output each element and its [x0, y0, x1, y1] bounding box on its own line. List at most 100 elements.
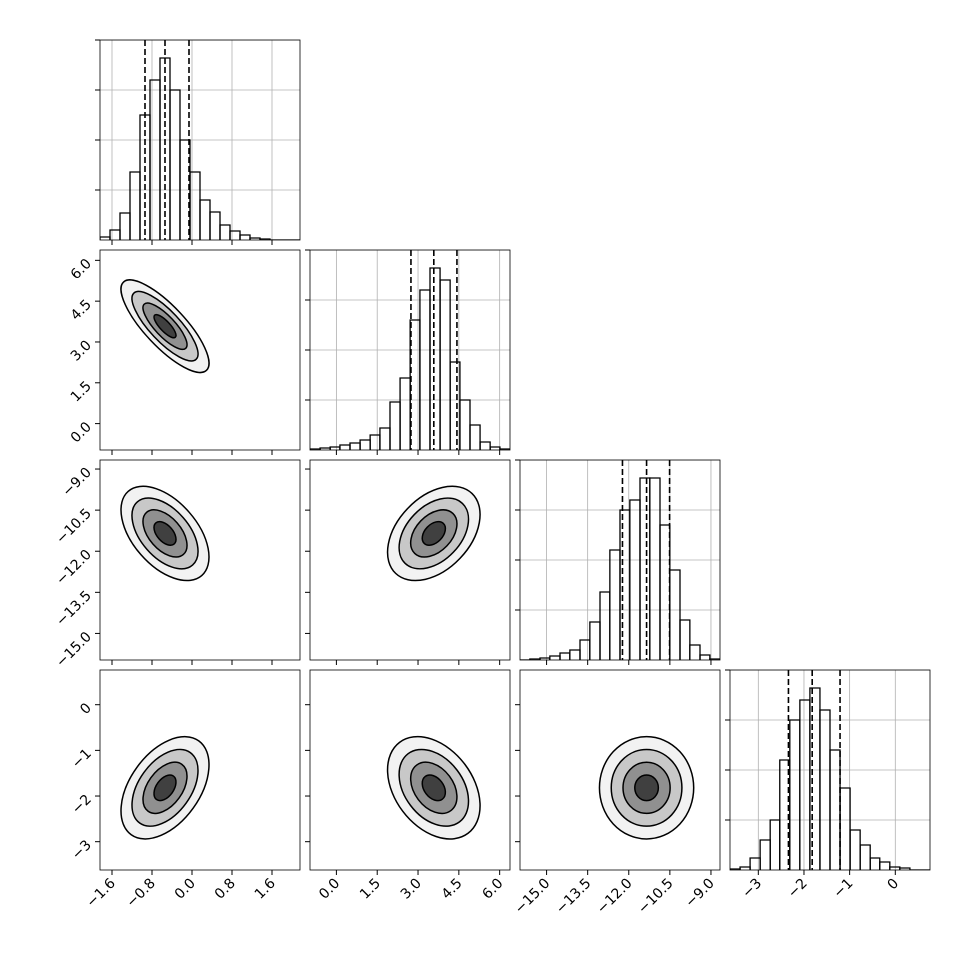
histogram-bin	[799, 699, 811, 870]
panel-frame	[99, 669, 301, 871]
histogram-bin	[329, 446, 341, 450]
histogram-bin	[879, 861, 891, 870]
panel-frame	[99, 39, 301, 241]
panel: −15.0−13.5−12.0−10.5 −9.0	[53, 459, 301, 671]
panel: 0.0 1.5 3.0 4.5 6.0	[68, 249, 301, 455]
x-tick-label: −2	[785, 876, 811, 902]
y-tick-label: −1	[69, 746, 95, 772]
x-tick-label: 0.8	[212, 876, 239, 903]
x-tick-label: 4.5	[439, 876, 466, 903]
histogram-bin	[359, 439, 371, 450]
histogram-bin	[629, 499, 641, 660]
y-tick-label: −2	[69, 792, 95, 818]
histogram-bin	[239, 234, 251, 240]
plot-area	[386, 735, 481, 840]
contour	[153, 520, 177, 546]
histogram-bin	[459, 399, 471, 450]
histogram-bin	[129, 171, 141, 240]
contour	[421, 774, 447, 802]
x-tick-label: −9.0	[682, 876, 717, 911]
panel: −3 −2 −1 0	[725, 669, 931, 902]
histogram-bin	[569, 649, 581, 660]
x-tick-label: −12.0	[594, 876, 636, 918]
panel-frame	[309, 459, 511, 661]
panel-frame	[99, 459, 301, 661]
histogram-bin	[349, 442, 361, 450]
histogram-bin	[789, 719, 801, 870]
y-tick-label: 0.0	[68, 419, 95, 446]
histogram-bin	[189, 171, 201, 240]
plot-area	[310, 250, 510, 450]
panel: −15.0−13.5−12.0−10.5−9.0	[512, 669, 721, 918]
histogram-bin	[839, 787, 851, 870]
x-tick-label: −1.6	[83, 875, 118, 910]
histogram-bin	[709, 658, 720, 660]
histogram-bin	[439, 279, 451, 450]
histogram-bin	[609, 549, 621, 660]
histogram-bin	[669, 569, 681, 660]
histogram-bin	[699, 654, 711, 660]
histogram-bin	[769, 819, 781, 870]
y-tick-label: 1.5	[68, 378, 95, 405]
histogram-bin	[579, 639, 591, 660]
histogram-bin	[739, 866, 751, 870]
histogram-bin	[119, 212, 131, 240]
plot-area	[120, 485, 210, 582]
contour	[153, 774, 177, 802]
x-tick-label: 0.0	[172, 876, 199, 903]
y-tick-label: 3.0	[68, 337, 95, 364]
panel-frame	[309, 249, 511, 451]
histogram-bin	[889, 866, 901, 870]
x-tick-label: 6.0	[479, 876, 506, 903]
histogram-bin	[549, 655, 561, 660]
panel	[95, 39, 301, 245]
plot-area	[730, 670, 930, 870]
panel-frame	[309, 669, 511, 871]
y-tick-label: −10.5	[53, 506, 95, 548]
y-tick-label: −15.0	[53, 629, 95, 671]
x-tick-label: 3.0	[398, 876, 425, 903]
histogram-bin	[649, 477, 661, 660]
x-tick-label: 0	[885, 876, 903, 894]
histogram-bin	[869, 857, 881, 870]
histogram-bin	[229, 230, 241, 240]
panel: −1.6 −0.8 0.0 0.8 1.6 −3 −2 −1 0	[69, 669, 301, 911]
panel-frame	[99, 249, 301, 451]
histogram-bin	[419, 289, 431, 450]
histogram-bin	[819, 709, 831, 870]
x-tick-label: 1.5	[357, 876, 384, 903]
histogram-bin	[479, 441, 491, 450]
histogram-bin	[599, 591, 611, 660]
histogram-bin	[149, 79, 161, 240]
contour	[634, 774, 660, 802]
histogram-bin	[379, 427, 391, 450]
plot-area	[120, 735, 210, 840]
histogram-bin	[169, 89, 181, 240]
x-tick-label: 0.0	[316, 876, 343, 903]
plot-area	[386, 485, 481, 582]
y-tick-label: −12.0	[53, 547, 95, 589]
histogram-bin	[499, 448, 510, 450]
plot-area	[520, 460, 720, 660]
histogram-bin	[429, 267, 441, 450]
y-tick-label: 6.0	[68, 256, 95, 283]
y-tick-label: −13.5	[53, 588, 95, 630]
histogram-bin	[100, 236, 111, 240]
y-tick-label: −9.0	[59, 465, 94, 500]
histogram-bin	[589, 621, 601, 660]
histogram-bin	[219, 224, 231, 240]
x-tick-label: −1	[831, 876, 857, 902]
histogram-bin	[399, 377, 411, 450]
panel	[515, 459, 721, 665]
panel-frame	[729, 669, 931, 871]
contour	[421, 520, 447, 546]
plot-area	[120, 279, 210, 374]
y-tick-label: 4.5	[68, 297, 95, 324]
plot-area	[100, 40, 300, 240]
histogram-bin	[639, 477, 651, 660]
panel-frame	[519, 669, 721, 871]
histogram-bin	[849, 829, 861, 870]
panel: 0.0 1.5 3.0 4.5 6.0	[305, 669, 511, 903]
